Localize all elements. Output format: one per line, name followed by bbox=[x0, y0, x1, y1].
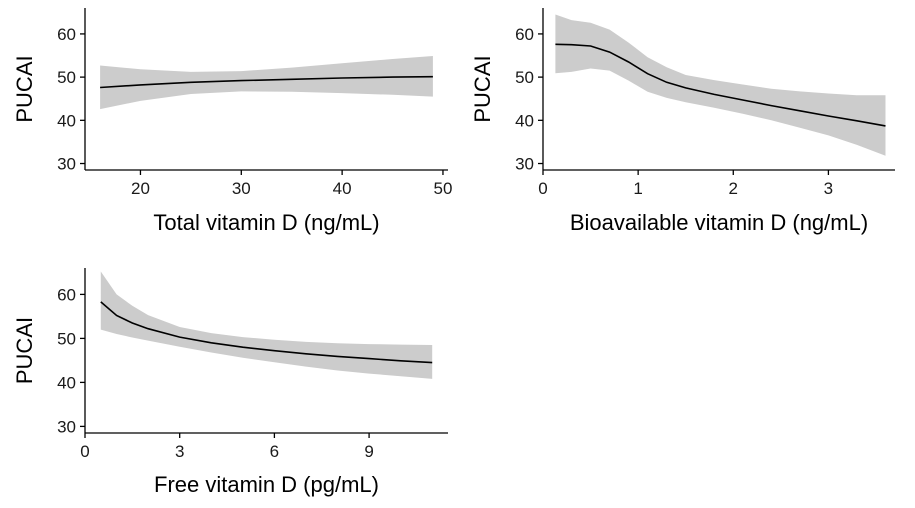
x-tick-label: 1 bbox=[633, 179, 642, 198]
fit-line bbox=[100, 301, 433, 364]
x-axis-title: Total vitamin D (ng/mL) bbox=[153, 210, 379, 235]
y-tick-label: 40 bbox=[57, 373, 76, 392]
fit-line bbox=[555, 43, 886, 127]
x-tick-label: 6 bbox=[270, 442, 279, 461]
chart-panel-1: 30 40 50 60 20 30 40 50 Total vitamin D (ng/mL) P… bbox=[12, 8, 452, 235]
y-tick-label: 60 bbox=[515, 25, 534, 44]
y-tick-label: 50 bbox=[515, 68, 534, 87]
confidence-band bbox=[555, 14, 886, 156]
x-tick-label: 20 bbox=[131, 179, 150, 198]
y-tick-label: 40 bbox=[57, 111, 76, 130]
x-tick-label: 30 bbox=[232, 179, 251, 198]
y-tick-label: 30 bbox=[57, 155, 76, 174]
x-tick-label: 2 bbox=[729, 179, 738, 198]
y-tick-label: 50 bbox=[57, 329, 76, 348]
y-tick-label: 60 bbox=[57, 25, 76, 44]
y-axis-title: PUCAI bbox=[12, 317, 37, 384]
x-tick-label: 9 bbox=[364, 442, 373, 461]
chart-panel-2: 30 40 50 60 0 1 2 3 Bioavailable vitamin D (ng/m… bbox=[470, 8, 895, 235]
x-tick-label: 0 bbox=[538, 179, 547, 198]
x-axis-title: Free vitamin D (pg/mL) bbox=[154, 472, 379, 497]
y-tick-label: 50 bbox=[57, 68, 76, 87]
confidence-band bbox=[100, 56, 433, 110]
y-tick-label: 30 bbox=[57, 417, 76, 436]
x-tick-label: 3 bbox=[824, 179, 833, 198]
x-tick-label: 3 bbox=[175, 442, 184, 461]
x-tick-label: 0 bbox=[80, 442, 89, 461]
x-tick-label: 50 bbox=[433, 179, 452, 198]
y-axis-title: PUCAI bbox=[12, 55, 37, 122]
x-axis-title: Bioavailable vitamin D (ng/mL) bbox=[570, 210, 868, 235]
fit-line bbox=[100, 75, 433, 89]
y-axis-title: PUCAI bbox=[470, 55, 495, 122]
x-tick-label: 40 bbox=[333, 179, 352, 198]
y-tick-label: 40 bbox=[515, 111, 534, 130]
confidence-band bbox=[100, 271, 433, 379]
chart-panel-3: 30 40 50 60 0 3 6 9 Free vitamin D (pg/mL) PUCAI bbox=[12, 268, 448, 497]
y-tick-label: 60 bbox=[57, 285, 76, 304]
y-tick-label: 30 bbox=[515, 155, 534, 174]
